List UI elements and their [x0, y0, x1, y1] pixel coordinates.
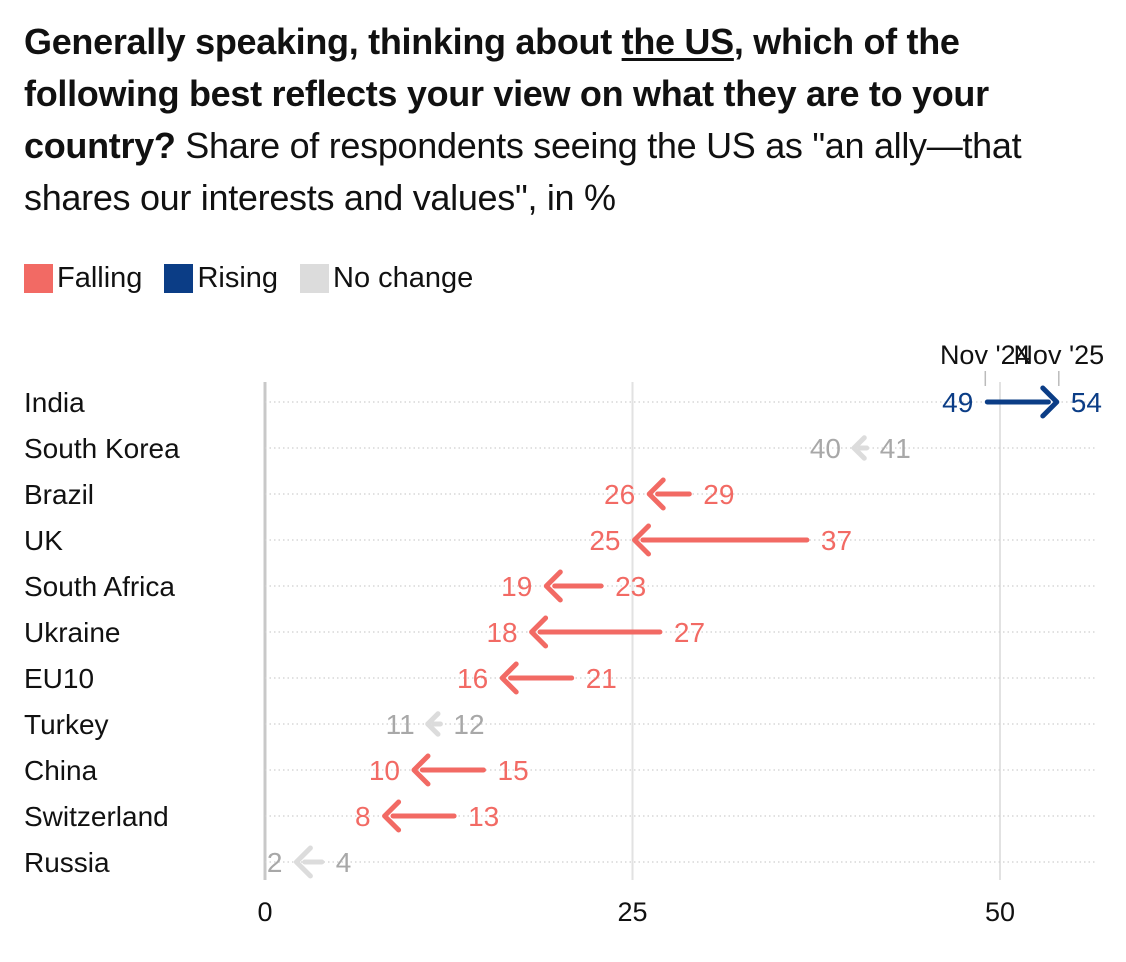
row-ukraine: Ukraine 27 18 — [24, 615, 1095, 649]
title-subtitle: Share of respondents seeing the US as "a… — [24, 125, 1022, 218]
title-bold-underlined: the US — [621, 21, 735, 62]
title-bold-post: , which of the following best reflects y… — [24, 21, 989, 166]
country-label: Brazil — [24, 479, 94, 510]
arrow-head — [646, 477, 666, 511]
value-label-nov24: 49 — [942, 387, 973, 418]
country-label: India — [24, 387, 85, 418]
country-label: South Korea — [24, 433, 180, 464]
value-label-nov24: 27 — [674, 617, 705, 648]
value-label-nov25: 40 — [810, 433, 841, 464]
country-label: China — [24, 755, 98, 786]
arrow-head — [382, 799, 402, 833]
legend-item-nochange: No change — [300, 262, 473, 295]
arrow-head — [543, 569, 563, 603]
row-brazil: Brazil 29 26 — [24, 477, 1095, 511]
value-label-nov24: 12 — [453, 709, 484, 740]
value-label-nov24: 15 — [498, 755, 529, 786]
value-label-nov25: 10 — [369, 755, 400, 786]
arrow-head — [411, 753, 431, 787]
arrow-head — [425, 711, 441, 737]
row-india: India 49 54 — [24, 385, 1102, 419]
legend-swatch-falling — [24, 264, 53, 293]
row-uk: UK 37 25 — [24, 523, 1095, 557]
value-label-nov25: 19 — [501, 571, 532, 602]
legend-item-rising: Rising — [164, 262, 278, 295]
country-label: Turkey — [24, 709, 109, 740]
row-russia: Russia 4 2 — [24, 845, 1095, 879]
arrow-head — [1040, 385, 1060, 419]
value-label-nov25: 54 — [1071, 387, 1102, 418]
arrow-head — [293, 845, 313, 879]
arrow-head — [529, 615, 549, 649]
x-tick-label-25: 25 — [617, 897, 647, 927]
row-china: China 15 10 — [24, 753, 1095, 787]
header-label-nov25: Nov '25 — [1013, 340, 1104, 370]
value-label-nov24: 13 — [468, 801, 499, 832]
country-label: South Africa — [24, 571, 175, 602]
legend-label-rising: Rising — [197, 262, 279, 294]
chart-title: Generally speaking, thinking about the U… — [24, 16, 1104, 224]
legend-item-falling: Falling — [24, 262, 142, 295]
value-label-nov25: 26 — [604, 479, 635, 510]
country-label: Russia — [24, 847, 110, 878]
value-label-nov25: 11 — [386, 709, 415, 740]
legend-swatch-nochange — [300, 264, 330, 293]
arrow-head — [499, 661, 519, 695]
value-label-nov24: 21 — [586, 663, 617, 694]
value-label-nov24: 4 — [336, 847, 352, 878]
legend-label-nochange: No change — [333, 262, 474, 294]
country-label: Ukraine — [24, 617, 120, 648]
country-label: UK — [24, 525, 63, 556]
row-south-africa: South Africa 23 19 — [24, 569, 1095, 603]
legend-swatch-rising — [164, 264, 194, 293]
row-turkey: Turkey 12 11 — [24, 709, 1095, 740]
value-label-nov25: 18 — [486, 617, 517, 648]
country-label: Switzerland — [24, 801, 169, 832]
value-label-nov25: 2 — [267, 847, 283, 878]
value-label-nov25: 8 — [355, 801, 371, 832]
x-tick-label-50: 50 — [985, 897, 1015, 927]
value-label-nov25: 16 — [457, 663, 488, 694]
arrow-head — [632, 523, 651, 557]
value-label-nov24: 37 — [821, 525, 852, 556]
legend: Falling Rising No change — [24, 262, 495, 295]
legend-label-falling: Falling — [57, 262, 143, 294]
value-label-nov25: 25 — [589, 525, 620, 556]
value-label-nov24: 41 — [880, 433, 911, 464]
header-label-nov24: Nov '24 — [940, 340, 1031, 370]
row-switzerland: Switzerland 13 8 — [24, 799, 1095, 833]
x-tick-label-0: 0 — [257, 897, 272, 927]
arrow-head — [851, 435, 867, 461]
value-label-nov24: 23 — [615, 571, 646, 602]
row-eu10: EU10 21 16 — [24, 661, 1095, 695]
country-label: EU10 — [24, 663, 94, 694]
row-south-korea: South Korea 41 40 — [24, 433, 1095, 464]
title-bold-pre: Generally speaking, thinking about — [24, 21, 622, 62]
value-label-nov24: 29 — [703, 479, 734, 510]
